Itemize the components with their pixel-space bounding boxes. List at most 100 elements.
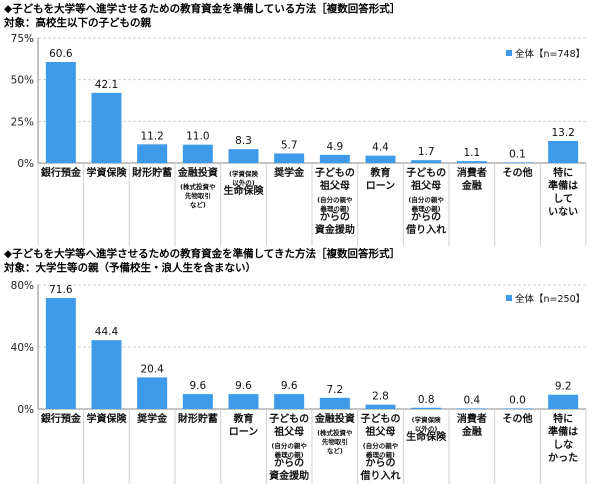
c2-category-label: (株式投資や bbox=[317, 428, 353, 437]
c2-category-label: 財形貯蓄 bbox=[177, 412, 218, 425]
c1-data-label: 5.7 bbox=[281, 140, 298, 152]
c2-category-label: 金融 bbox=[461, 425, 482, 438]
c1-data-label: 11.2 bbox=[140, 130, 163, 142]
c2-category-label: 子どもの bbox=[269, 412, 309, 425]
c2-bar bbox=[502, 408, 533, 409]
c2-category-label: その他 bbox=[503, 412, 533, 425]
c1-category-label: (自分の親や bbox=[408, 195, 444, 204]
c1-y-tick-label: 50% bbox=[11, 75, 34, 87]
c2-category-label: ローン bbox=[229, 427, 259, 438]
c1-bar bbox=[228, 149, 259, 163]
c1-bar bbox=[91, 92, 122, 163]
c1-data-label: 1.1 bbox=[463, 147, 480, 159]
c1-category-label: 子どもの bbox=[315, 166, 355, 179]
c1-category-label: からの bbox=[411, 211, 441, 223]
c1-bar bbox=[45, 62, 76, 163]
c1-bar bbox=[456, 161, 487, 163]
c2-data-label: 71.6 bbox=[49, 284, 73, 296]
c2-bar bbox=[456, 408, 487, 409]
c1-bar bbox=[502, 162, 533, 163]
c2-data-label: 9.6 bbox=[235, 380, 252, 392]
c2-category-label: しな bbox=[553, 439, 573, 451]
c1-category-label: ローン bbox=[366, 181, 396, 192]
c2-y-tick-label: 80% bbox=[11, 280, 34, 292]
c1-category-label: 準備は bbox=[548, 179, 578, 192]
c2-bar bbox=[228, 394, 259, 409]
c2-category-label: 奨学金 bbox=[136, 412, 168, 425]
c2-category-label: 義理の親) bbox=[275, 450, 304, 459]
c2-category-label: 金融投資 bbox=[314, 412, 355, 425]
c2-category-label: など) bbox=[327, 446, 343, 455]
c1-category-label: 奨学金 bbox=[273, 166, 305, 179]
c1-data-label: 11.0 bbox=[186, 131, 209, 143]
c2-bar bbox=[319, 397, 350, 409]
c2-category-label: からの bbox=[366, 457, 396, 469]
c1-category-label: 子どもの bbox=[406, 166, 446, 179]
c1-data-label: 1.7 bbox=[418, 146, 435, 158]
c1-category-label: (学資保険 bbox=[229, 169, 258, 178]
c2-category-label: 準備は bbox=[548, 425, 578, 438]
c2-category-label: (自分の親や bbox=[271, 441, 307, 450]
c2-category-label: 学資保険 bbox=[87, 412, 128, 425]
c2-category-label: 教育 bbox=[233, 412, 254, 425]
c1-category-label: 銀行預金 bbox=[41, 166, 82, 179]
c1-category-label: 学資保険 bbox=[87, 166, 128, 179]
c2-title: ◆子どもを大学等へ進学させるための教育資金を準備してきた方法［複数回答形式］ bbox=[4, 247, 400, 260]
c2-bar bbox=[182, 394, 213, 409]
c1-legend-label: 全体【n=748】 bbox=[515, 48, 585, 60]
c1-category-label: など) bbox=[190, 200, 206, 209]
c1-bar bbox=[365, 155, 396, 163]
c2-bar bbox=[137, 377, 168, 409]
c2-category-label: かった bbox=[548, 452, 578, 464]
c1-data-label: 42.1 bbox=[95, 79, 118, 91]
c1-bar bbox=[319, 154, 350, 163]
c2-category-label: (自分の親や bbox=[363, 441, 399, 450]
c2-data-label: 44.4 bbox=[95, 326, 119, 338]
c1-bar bbox=[137, 144, 168, 163]
c2-data-label: 9.2 bbox=[555, 381, 572, 393]
c2-category-label: からの bbox=[274, 457, 304, 469]
c1-category-label: 消費者 bbox=[457, 166, 487, 179]
c1-category-label: 生命保険 bbox=[224, 184, 265, 197]
c2-data-label: 0.8 bbox=[418, 394, 435, 406]
c2-data-label: 0.4 bbox=[463, 394, 480, 406]
c1-category-label: 借り入れ bbox=[405, 223, 446, 236]
c2-bar bbox=[365, 404, 396, 409]
c1-category-label: して bbox=[553, 193, 573, 205]
c2-bar bbox=[274, 394, 305, 409]
c1-y-tick-label: 0% bbox=[17, 158, 34, 170]
c2-subtitle: 対象：大学生等の親（予備校生・浪人生を含まない） bbox=[3, 261, 256, 274]
c2-bar bbox=[411, 407, 442, 409]
c1-category-label: 祖父母 bbox=[410, 179, 441, 192]
c2-category-label: 子どもの bbox=[361, 412, 401, 425]
c1-category-label: 先物取引 bbox=[185, 191, 211, 200]
c2-legend-label: 全体【n=250】 bbox=[515, 293, 585, 305]
c2-data-label: 20.4 bbox=[140, 363, 164, 375]
c1-data-label: 4.9 bbox=[326, 141, 343, 153]
c2-data-label: 9.6 bbox=[281, 380, 298, 392]
c1-category-label: 資金援助 bbox=[315, 223, 355, 236]
c1-category-label: 祖父母 bbox=[319, 179, 350, 192]
c1-y-tick-label: 25% bbox=[11, 116, 34, 128]
c1-category-label: からの bbox=[320, 211, 350, 223]
c1-category-label: 財形貯蓄 bbox=[131, 166, 172, 179]
c1-category-label: (自分の親や bbox=[317, 195, 353, 204]
c2-category-label: 生命保険 bbox=[406, 430, 447, 443]
c1-data-label: 0.1 bbox=[509, 148, 526, 160]
c1-data-label: 8.3 bbox=[235, 135, 252, 147]
c2-bar bbox=[45, 298, 76, 409]
c2-category-label: 先物取引 bbox=[322, 437, 348, 446]
c1-category-label: 金融 bbox=[461, 179, 482, 192]
c1-category-label: 義理の親) bbox=[320, 204, 349, 213]
c1-data-label: 13.2 bbox=[551, 127, 574, 139]
c2-data-label: 0.0 bbox=[509, 394, 526, 406]
c2-category-label: (学資保険 bbox=[412, 415, 441, 424]
c1-subtitle: 対象：高校生以下の子どもの親 bbox=[3, 16, 151, 29]
c2-category-label: 消費者 bbox=[457, 412, 487, 425]
c1-category-label: 義理の親) bbox=[412, 204, 441, 213]
c2-category-label: 銀行預金 bbox=[41, 412, 82, 425]
c1-y-tick-label: 75% bbox=[11, 33, 34, 45]
c1-bar bbox=[548, 141, 579, 163]
